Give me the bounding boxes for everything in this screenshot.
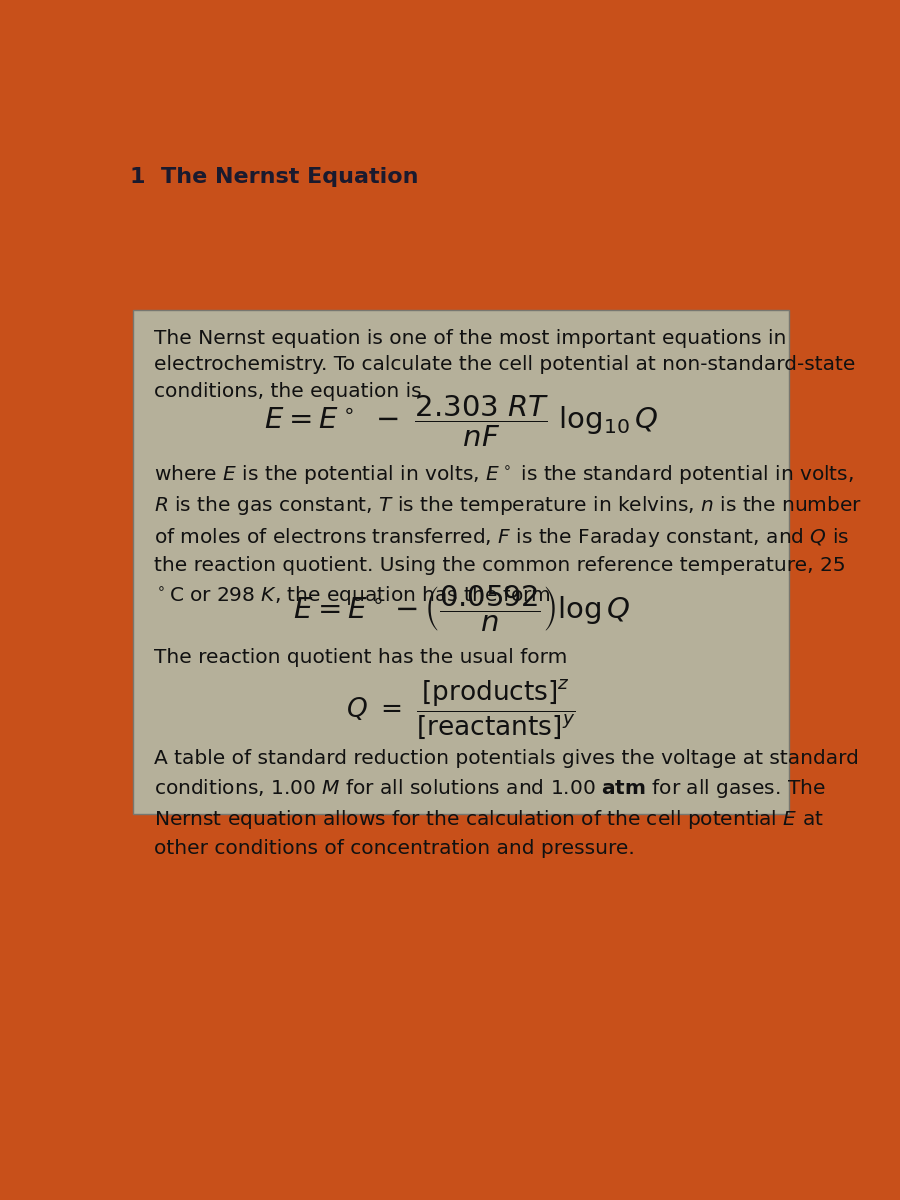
FancyBboxPatch shape [133, 311, 789, 814]
Text: where $E$ is the potential in volts, $E^\circ$ is the standard potential in volt: where $E$ is the potential in volts, $E^… [155, 463, 862, 607]
Text: The Nernst equation is one of the most important equations in
electrochemistry. : The Nernst equation is one of the most i… [155, 329, 856, 401]
Text: 1  The Nernst Equation: 1 The Nernst Equation [130, 167, 418, 187]
Text: A table of standard reduction potentials gives the voltage at standard
condition: A table of standard reduction potentials… [155, 749, 859, 858]
Text: $E = E^\circ - \left(\dfrac{0.0592}{n}\right) \log Q$: $E = E^\circ - \left(\dfrac{0.0592}{n}\r… [292, 583, 630, 634]
Text: $Q \ = \ \dfrac{[\mathrm{products}]^z}{[\mathrm{reactants}]^y}$: $Q \ = \ \dfrac{[\mathrm{products}]^z}{[… [346, 678, 576, 742]
Text: $E = E^\circ \ - \ \dfrac{2.303\ RT}{nF}\ \log_{10} Q$: $E = E^\circ \ - \ \dfrac{2.303\ RT}{nF}… [264, 394, 659, 449]
Text: The reaction quotient has the usual form: The reaction quotient has the usual form [155, 648, 568, 666]
